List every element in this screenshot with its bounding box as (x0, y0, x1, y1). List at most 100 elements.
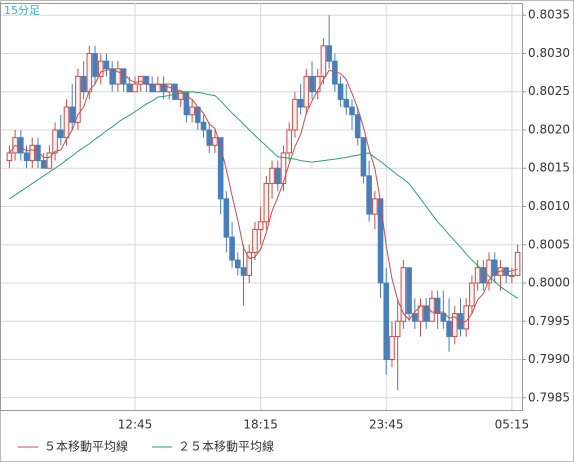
candle-body (263, 183, 270, 223)
candle-body (183, 91, 190, 116)
candle-body (35, 144, 41, 162)
candle-body (292, 98, 298, 131)
candle-body (269, 167, 275, 185)
candle-body (75, 75, 81, 123)
candle-body (63, 106, 70, 139)
candle-body (23, 152, 30, 162)
candle-body (326, 45, 332, 62)
candle-body (286, 129, 292, 154)
candle-body (314, 75, 321, 93)
x-tick-label: 05:15 (495, 418, 530, 432)
candle-body (177, 91, 184, 100)
y-tick-label: 0.8010 (528, 199, 570, 213)
candle-body (377, 198, 384, 284)
candle-body (274, 167, 281, 185)
candle-body (514, 251, 521, 276)
x-tick-label: 23:45 (369, 418, 404, 432)
candle-body (103, 60, 110, 70)
candle-body (120, 68, 127, 85)
y-tick-label: 0.8035 (528, 8, 570, 22)
candle-body (451, 313, 458, 338)
candle-body (149, 83, 155, 93)
candle-body (440, 313, 447, 322)
candle-body (189, 106, 195, 116)
x-tick-label: 12:45 (118, 418, 153, 432)
candle-body (97, 60, 104, 77)
candle-body (40, 160, 47, 169)
candle-body (372, 198, 378, 215)
moving-average-line (9, 91, 518, 299)
candle-body (160, 83, 167, 93)
y-tick-label: 0.7990 (528, 352, 570, 366)
marks (6, 15, 521, 391)
y-tick-label: 0.8025 (528, 84, 570, 98)
candle-body (257, 221, 264, 230)
candle-body (469, 282, 475, 307)
y-tick-label: 0.8000 (528, 276, 570, 290)
candle-body (252, 228, 258, 253)
grid (1, 3, 522, 410)
candle-body (57, 129, 64, 139)
candle-body (509, 274, 515, 277)
candle-body (354, 114, 361, 139)
candle-body (6, 152, 13, 162)
candle-body (406, 267, 412, 315)
candle-body (172, 83, 178, 100)
candle-body (320, 45, 327, 77)
candle-body (212, 137, 218, 146)
candle-body (480, 267, 487, 284)
legend-label: ２５本移動平均線 (178, 439, 274, 454)
candle-body (126, 83, 133, 93)
candle-body (92, 52, 98, 77)
y-tick-label: 0.8020 (528, 122, 570, 136)
x-tick-label: 18:15 (243, 418, 278, 432)
y-tick-label: 0.7985 (528, 390, 570, 404)
candle-body (223, 198, 230, 238)
candle-body (491, 259, 498, 276)
candle-body (217, 137, 224, 200)
candle-body (137, 75, 144, 85)
candle-body (86, 52, 93, 93)
y-tick-label: 0.8015 (528, 161, 570, 175)
candle-body (132, 83, 138, 93)
candle-body (235, 259, 241, 269)
y-tick-label: 0.7995 (528, 314, 570, 328)
candle-body (155, 83, 161, 93)
y-tick-label: 0.8005 (528, 237, 570, 251)
candle-body (457, 313, 464, 330)
candle-body (400, 267, 407, 322)
candle-body (52, 129, 58, 154)
candle-body (394, 320, 401, 338)
candle-body (303, 75, 310, 108)
candle-body (229, 236, 235, 261)
candle-body (349, 106, 355, 116)
candle-body (80, 75, 87, 93)
candle-body (389, 336, 395, 361)
candle-body (109, 68, 115, 85)
y-tick-label: 0.8030 (528, 46, 570, 60)
chart-label: 15分足 (4, 4, 40, 17)
candle-body (18, 137, 24, 154)
candle-body (446, 320, 452, 338)
candle-body (280, 152, 287, 185)
legend-label: ５本移動平均線 (44, 439, 128, 454)
candle-body (297, 98, 304, 108)
candle-body (200, 121, 207, 131)
candle-body (115, 68, 121, 85)
candle-body (463, 305, 469, 330)
candle-body (412, 313, 418, 322)
candle-body (206, 129, 213, 146)
moving-average-line (8, 68, 518, 324)
candle-body (360, 137, 367, 177)
candle-body (343, 98, 350, 108)
candle-body (474, 267, 481, 284)
candle-body (29, 144, 36, 162)
candle-body (366, 175, 372, 215)
candle-body (309, 75, 315, 93)
candle-body (337, 83, 344, 100)
candle-body (486, 259, 492, 284)
candle-body (246, 251, 253, 276)
candle-body (434, 297, 441, 315)
candle-body (240, 267, 247, 276)
